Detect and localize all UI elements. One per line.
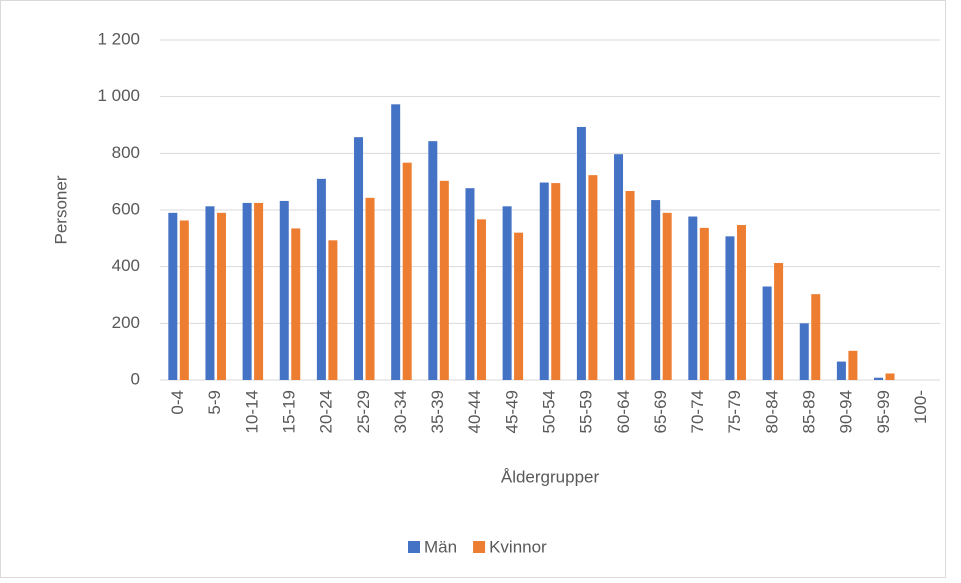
bar — [625, 191, 635, 380]
x-tick-label: 5-9 — [205, 390, 224, 415]
bar — [168, 212, 178, 380]
bar — [539, 182, 549, 380]
bar — [799, 323, 809, 380]
bar — [874, 377, 884, 380]
bar — [279, 200, 289, 380]
bar — [688, 216, 698, 380]
x-tick-label: 75-79 — [725, 390, 744, 433]
bar — [725, 236, 735, 380]
x-tick-label: 55-59 — [577, 390, 596, 433]
x-tick-label: 20-24 — [317, 390, 336, 433]
y-tick-label: 800 — [112, 143, 140, 162]
x-tick-label: 10-14 — [242, 390, 261, 433]
y-tick-label: 200 — [112, 313, 140, 332]
bar — [736, 225, 746, 380]
x-tick-label: 30-34 — [391, 390, 410, 433]
bar — [439, 180, 449, 380]
x-tick-label: 45-49 — [502, 390, 521, 433]
bar — [328, 240, 338, 380]
bar — [254, 202, 264, 380]
bar — [614, 154, 624, 380]
y-tick-label: 1 200 — [97, 29, 140, 48]
x-tick-label: 70-74 — [688, 390, 707, 433]
x-tick-label: 25-29 — [354, 390, 373, 433]
y-axis-label: Personer — [51, 175, 70, 244]
bar — [514, 232, 524, 380]
y-tick-label: 1 000 — [97, 86, 140, 105]
x-tick-label: 90-94 — [837, 390, 856, 433]
legend-label: Män — [424, 537, 457, 556]
bar — [365, 197, 375, 380]
x-tick-label: 0-4 — [168, 390, 187, 415]
x-tick-label: 35-39 — [428, 390, 447, 433]
bar — [811, 294, 821, 380]
bar — [651, 200, 661, 380]
x-tick-label: 80-84 — [762, 390, 781, 433]
bar — [576, 126, 586, 380]
y-tick-label: 600 — [112, 199, 140, 218]
x-tick-label: 95-99 — [874, 390, 893, 433]
bar — [391, 104, 401, 381]
legend-swatch — [408, 541, 420, 553]
bar — [476, 219, 486, 380]
bar — [242, 202, 252, 380]
bar — [402, 162, 412, 380]
bar — [179, 220, 189, 380]
bar — [291, 228, 301, 380]
bar — [848, 350, 858, 380]
bar — [354, 137, 364, 380]
bar — [465, 188, 475, 380]
bar — [588, 175, 598, 380]
bar — [551, 183, 561, 380]
legend-swatch — [473, 541, 486, 553]
bar — [699, 227, 709, 380]
bar — [774, 262, 784, 380]
x-tick-label: 15-19 — [279, 390, 298, 433]
x-tick-label: 85-89 — [799, 390, 818, 433]
bar — [662, 212, 672, 380]
x-tick-label: 100- — [911, 390, 930, 424]
bar — [216, 212, 226, 380]
legend-label: Kvinnor — [489, 537, 547, 556]
bar — [205, 206, 215, 380]
bar — [885, 373, 895, 380]
bar — [316, 178, 326, 380]
bar — [762, 286, 772, 380]
x-tick-label: 40-44 — [465, 390, 484, 433]
bar — [502, 206, 512, 380]
y-tick-label: 0 — [131, 369, 140, 388]
x-tick-label: 50-54 — [539, 390, 558, 433]
bar — [428, 141, 438, 380]
x-axis-label: Åldergrupper — [501, 467, 600, 486]
x-tick-label: 60-64 — [614, 390, 633, 433]
y-tick-label: 400 — [112, 256, 140, 275]
bar — [836, 361, 846, 380]
x-tick-label: 65-69 — [651, 390, 670, 433]
